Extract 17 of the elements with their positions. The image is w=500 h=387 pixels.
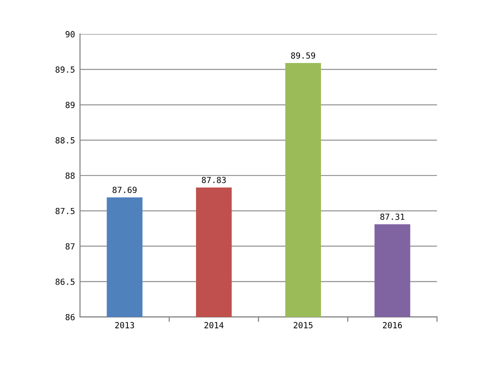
y-tick-label: 88 [66,172,75,179]
y-tick-label: 86 [66,314,75,320]
data-label: 87.83 [202,176,226,184]
x-tick-label: 2014 [204,322,224,328]
x-tick-label: 2016 [382,322,402,328]
y-tick-label: 86.5 [56,278,74,285]
y-tick-label: 89.5 [56,66,74,73]
x-tick-label: 2015 [294,322,312,328]
y-tick-label: 90 [66,31,75,38]
x-tick-label: 2013 [115,322,134,328]
data-label: 87.31 [380,214,404,220]
y-tick-label: 89 [66,102,75,108]
data-label: 89.59 [291,52,316,59]
data-label: 87.69 [112,186,137,194]
y-tick-label: 88.5 [56,137,74,144]
y-tick-label: 87 [66,243,75,250]
y-tick-label: 87.5 [56,208,74,214]
